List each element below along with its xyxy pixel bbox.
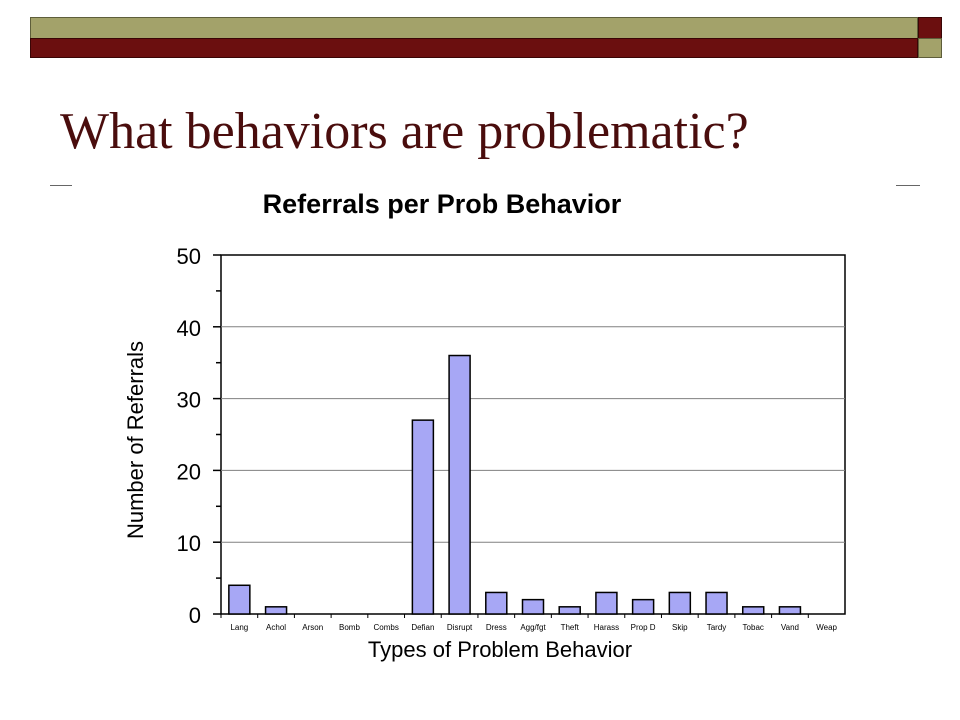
bar bbox=[778, 606, 802, 615]
y-tick-label: 20 bbox=[177, 459, 201, 484]
bar bbox=[264, 606, 288, 615]
bar bbox=[485, 591, 508, 615]
x-tick-label: Theft bbox=[561, 623, 580, 632]
y-tick-label: 0 bbox=[189, 603, 201, 628]
x-tick-label: Harass bbox=[594, 623, 619, 632]
title-rule-right bbox=[896, 185, 920, 186]
bar bbox=[705, 591, 728, 615]
bar bbox=[411, 419, 435, 615]
x-tick-label: Achol bbox=[266, 623, 286, 632]
bar bbox=[741, 606, 765, 615]
x-tick-label: Agg/fgt bbox=[520, 623, 546, 632]
x-tick-label: Vand bbox=[781, 623, 799, 632]
bar bbox=[448, 354, 471, 615]
slide-title: What behaviors are problematic? bbox=[60, 103, 749, 160]
header-bar-maroon bbox=[30, 38, 918, 58]
y-tick-label: 30 bbox=[177, 388, 201, 413]
y-tick-label: 10 bbox=[177, 531, 201, 556]
plot-frame bbox=[220, 254, 846, 615]
x-tick-label: Skip bbox=[672, 623, 688, 632]
chart-title: Referrals per Prob Behavior bbox=[263, 189, 622, 219]
bar bbox=[228, 584, 251, 615]
x-tick-label: Arson bbox=[302, 623, 323, 632]
x-tick-label: Lang bbox=[230, 623, 248, 632]
x-tick-label: Prop D bbox=[631, 623, 656, 632]
x-tick-label: Tobac bbox=[743, 623, 764, 632]
bar bbox=[668, 591, 692, 615]
bar bbox=[595, 591, 618, 615]
x-axis-label: Types of Problem Behavior bbox=[368, 637, 632, 662]
x-tick-label: Bomb bbox=[339, 623, 360, 632]
x-tick-label: Combs bbox=[374, 623, 399, 632]
x-tick-label: Defian bbox=[411, 623, 434, 632]
x-tick-label: Disrupt bbox=[447, 623, 473, 632]
bar bbox=[558, 606, 581, 615]
title-rule-left bbox=[50, 185, 72, 186]
bar bbox=[521, 598, 545, 615]
x-tick-label: Weap bbox=[816, 623, 837, 632]
x-tick-label: Dress bbox=[486, 623, 507, 632]
x-tick-label: Tardy bbox=[707, 623, 727, 632]
header-square-olive bbox=[918, 38, 942, 58]
y-tick-label: 50 bbox=[177, 244, 201, 269]
bar bbox=[631, 598, 655, 615]
y-tick-label: 40 bbox=[177, 316, 201, 341]
y-axis-label: Number of Referrals bbox=[123, 341, 148, 539]
